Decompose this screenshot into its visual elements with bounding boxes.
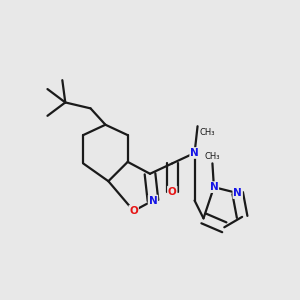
- Text: N: N: [209, 182, 218, 192]
- Text: CH₃: CH₃: [205, 152, 220, 161]
- Text: N: N: [190, 148, 199, 158]
- Text: N: N: [148, 196, 157, 206]
- Text: O: O: [129, 206, 138, 216]
- Text: CH₃: CH₃: [199, 128, 214, 137]
- Text: N: N: [233, 188, 242, 198]
- Text: O: O: [168, 187, 177, 196]
